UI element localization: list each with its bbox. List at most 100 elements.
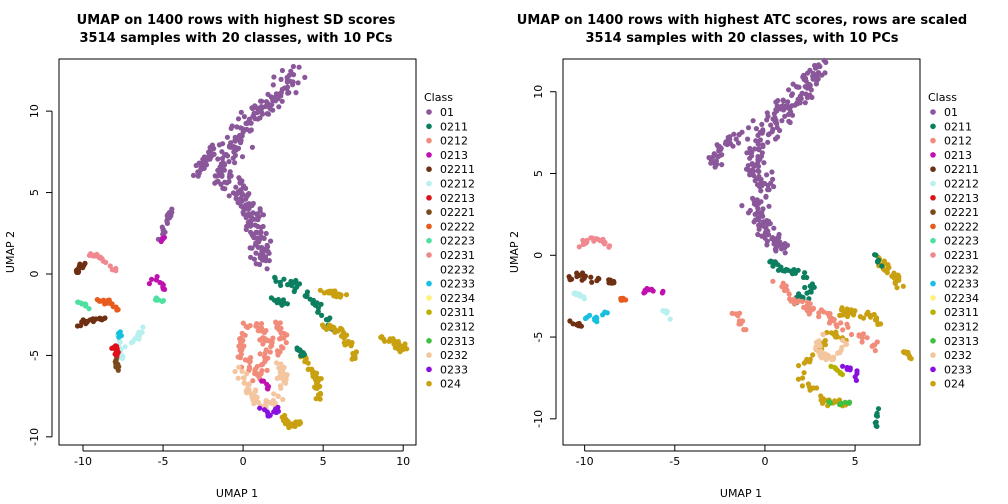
point-class-024 [807,359,813,365]
point-class-0212 [791,296,797,302]
point-class-02233 [602,309,608,315]
point-class-01 [275,91,281,97]
point-class-01 [718,152,724,158]
point-class-01 [765,139,771,145]
point-class-0212 [848,331,855,338]
legend-title: Class [424,91,453,104]
point-class-01 [771,241,777,247]
point-class-0212 [741,327,747,333]
point-class-0233 [840,363,846,369]
point-class-02212 [662,309,668,315]
point-class-02213 [109,345,115,351]
point-class-0233 [266,413,272,419]
point-class-0212 [796,298,802,304]
point-class-01 [253,250,259,256]
point-class-01 [238,137,244,144]
point-class-02223 [86,306,92,312]
point-class-0212 [278,325,284,331]
point-class-01 [760,143,766,150]
point-class-01 [759,150,765,156]
point-class-01 [249,144,255,150]
point-class-01 [711,160,718,166]
point-class-0211 [789,270,796,276]
point-class-024 [837,312,843,318]
point-class-0212 [282,332,289,338]
point-class-0212 [255,371,261,377]
point-class-0232 [274,360,280,366]
point-class-0212 [241,343,247,349]
y-tick-label: -10 [532,410,545,428]
point-class-01 [810,73,816,79]
point-class-0212 [257,351,263,357]
point-class-024 [800,375,806,381]
legend-label: 02211 [944,163,979,176]
legend-marker [930,237,936,244]
point-class-01 [244,223,250,229]
point-class-0212 [278,330,284,336]
point-class-01 [241,211,247,217]
legend-label: 0212 [440,135,468,148]
point-class-0212 [856,333,862,339]
point-class-0212 [267,349,273,355]
scatter-points [566,57,914,429]
legend-marker [930,309,936,316]
point-class-01 [263,230,269,237]
point-class-0212 [250,378,256,384]
point-class-024 [313,370,320,376]
point-class-02222 [100,298,106,304]
point-class-01 [255,217,261,223]
point-class-0211 [327,315,333,321]
point-class-0212 [260,335,266,341]
point-class-02223 [75,299,81,305]
scatter-points [73,63,410,431]
point-class-02211 [76,268,82,275]
legend-label: 02213 [440,192,475,205]
point-class-02313 [846,399,853,405]
point-class-024 [878,321,884,327]
point-class-01 [747,145,753,152]
legend-label: 024 [440,378,461,391]
point-class-01 [802,100,808,106]
point-class-0232 [277,383,284,389]
point-class-0211 [279,302,285,308]
point-class-024 [305,366,311,372]
legend-label: 02311 [944,306,979,319]
point-class-0211 [796,291,802,297]
chart-title: UMAP on 1400 rows with highest ATC score… [517,13,967,28]
legend-marker [930,180,936,187]
point-class-0212 [806,304,812,310]
point-class-0212 [247,359,253,365]
point-class-02211 [575,322,581,328]
point-class-01 [285,90,291,96]
point-class-01 [782,113,788,119]
point-class-024 [399,344,405,350]
point-class-02211 [609,280,615,286]
legend-marker [426,166,432,172]
point-class-01 [164,220,170,226]
point-class-0211 [875,406,882,412]
point-class-0211 [804,274,810,281]
legend-marker [930,252,936,258]
point-class-01 [745,125,752,131]
legend-label: 01 [944,106,958,119]
point-class-0211 [873,252,879,258]
point-class-01 [215,156,221,162]
x-axis-label: UMAP 1 [216,487,258,500]
legend-marker [426,323,432,330]
point-class-01 [231,144,237,150]
x-axis: -10 -5 0 5 10 [74,445,410,468]
legend-marker [930,137,936,144]
point-class-01 [768,122,774,128]
legend-label: 02212 [440,178,475,191]
point-class-01 [219,155,225,162]
point-class-0211 [778,264,784,270]
point-class-01 [240,183,247,189]
point-class-01 [264,266,270,272]
legend-marker [426,237,432,244]
point-class-01 [770,176,776,182]
point-class-01 [246,191,252,197]
point-class-01 [166,215,173,221]
point-class-01 [757,222,763,228]
point-class-0213 [659,290,666,296]
